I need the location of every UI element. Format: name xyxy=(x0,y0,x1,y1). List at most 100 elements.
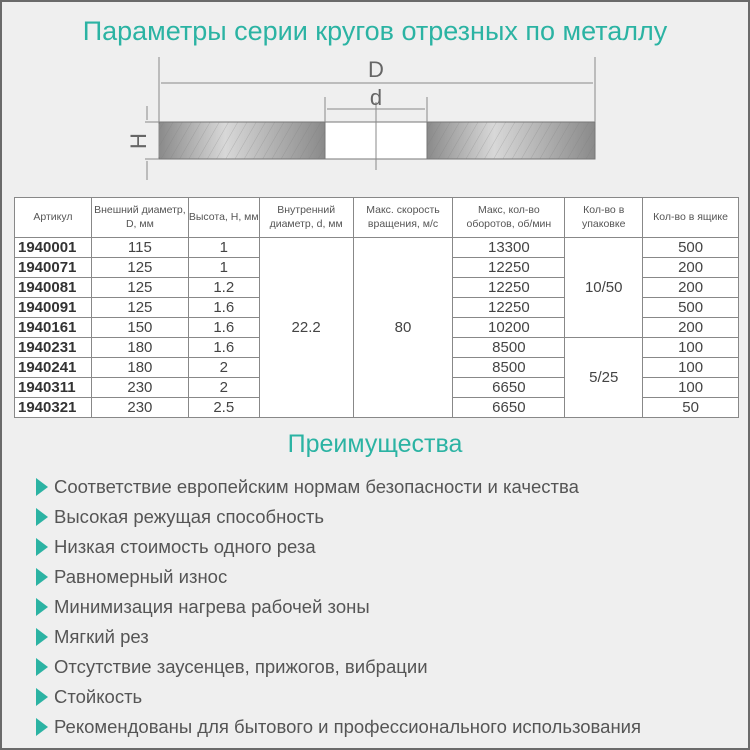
table-cell: 2.5 xyxy=(187,397,260,418)
bullet-triangle-icon xyxy=(36,718,48,736)
table-cell: 180 xyxy=(90,337,189,358)
table-cell: 180 xyxy=(90,357,189,378)
advantage-text: Стойкость xyxy=(54,686,143,707)
advantage-text: Соответствие европейским нормам безопасн… xyxy=(54,476,579,497)
col-header: Внутренний диаметр, d, мм xyxy=(258,197,354,238)
height-label: H xyxy=(126,133,151,149)
table-cell: 125 xyxy=(90,297,189,318)
table-cell: 1940241 xyxy=(14,357,92,378)
advantage-item: Рекомендованы для бытового и профессиона… xyxy=(36,712,641,742)
advantages-list: Соответствие европейским нормам безопасн… xyxy=(36,472,641,742)
table-cell: 200 xyxy=(642,257,739,278)
table-cell: 6650 xyxy=(452,397,566,418)
table-cell: 125 xyxy=(90,257,189,278)
table-cell: 200 xyxy=(642,317,739,338)
advantage-text: Минимизация нагрева рабочей зоны xyxy=(54,596,370,617)
table-cell: 500 xyxy=(642,237,739,258)
table-cell: 230 xyxy=(90,397,189,418)
table-row: 1940001 115 1 22.2 80 13300 10/50 500 xyxy=(14,237,739,418)
diameter-label: D xyxy=(368,57,384,82)
table-cell: 10/50 xyxy=(564,237,644,338)
advantage-text: Низкая стоимость одного реза xyxy=(54,536,316,557)
table-cell: 5/25 xyxy=(564,337,644,418)
bullet-triangle-icon xyxy=(36,598,48,616)
disc-diagram: D d H xyxy=(126,57,596,180)
col-header: Высота, Н, мм xyxy=(187,197,260,238)
bullet-triangle-icon xyxy=(36,538,48,556)
advantages-title: Преимущества xyxy=(287,430,463,458)
table-cell: 12250 xyxy=(452,257,566,278)
bullet-triangle-icon xyxy=(36,478,48,496)
bullet-triangle-icon xyxy=(36,658,48,676)
table-row: 1940241 180 2 8500 100 xyxy=(14,357,739,378)
table-row: 1940321 230 2.5 6650 50 xyxy=(14,397,739,418)
advantage-item: Соответствие европейским нормам безопасн… xyxy=(36,472,641,502)
table-row: 1940311 230 2 6650 100 xyxy=(14,377,739,398)
advantage-item: Низкая стоимость одного реза xyxy=(36,532,641,562)
table-cell: 200 xyxy=(642,277,739,298)
table-cell: 10200 xyxy=(452,317,566,338)
table-cell: 1.6 xyxy=(187,337,260,358)
table-cell: 1.6 xyxy=(187,317,260,338)
table-cell: 2 xyxy=(187,357,260,378)
col-header: Артикул xyxy=(14,197,92,238)
advantage-text: Равномерный износ xyxy=(54,566,228,587)
col-header: Кол-во в упаковке xyxy=(564,197,644,238)
bullet-triangle-icon xyxy=(36,508,48,526)
table-cell: 1 xyxy=(187,237,260,258)
col-header: Внешний диаметр, D, мм xyxy=(90,197,189,238)
table-cell: 50 xyxy=(642,397,739,418)
col-header: Макс, кол-во оборотов, об/мин xyxy=(452,197,566,238)
table-cell: 2 xyxy=(187,377,260,398)
advantage-item: Мягкий рез xyxy=(36,622,641,652)
table-cell: 230 xyxy=(90,377,189,398)
advantage-item: Отсутствие заусенцев, прижогов, вибрации xyxy=(36,652,641,682)
table-cell: 150 xyxy=(90,317,189,338)
table-cell: 80 xyxy=(352,237,454,418)
table-cell: 12250 xyxy=(452,277,566,298)
inner-diameter-label: d xyxy=(370,85,382,110)
table-cell: 500 xyxy=(642,297,739,318)
table-cell: 100 xyxy=(642,357,739,378)
advantage-text: Рекомендованы для бытового и профессиона… xyxy=(54,716,642,737)
table-cell: 1.2 xyxy=(187,277,260,298)
disc-section xyxy=(158,121,596,160)
table-cell: 13300 xyxy=(452,237,566,258)
advantage-item: Минимизация нагрева рабочей зоны xyxy=(36,592,641,622)
advantage-item: Высокая режущая способность xyxy=(36,502,641,532)
table-cell: 1940311 xyxy=(14,377,92,398)
table-cell: 8500 xyxy=(452,357,566,378)
table-row: 1940231 180 1.6 8500 5/25 100 xyxy=(14,337,739,418)
table-cell: 22.2 xyxy=(258,237,354,418)
table-row: 1940161 150 1.6 10200 200 xyxy=(14,317,739,338)
table-cell: 1940081 xyxy=(14,277,92,298)
advantage-text: Отсутствие заусенцев, прижогов, вибрации xyxy=(54,656,428,677)
page-title: Параметры серии кругов отрезных по метал… xyxy=(82,16,668,46)
bullet-triangle-icon xyxy=(36,568,48,586)
table-cell: 125 xyxy=(90,277,189,298)
table-header: Артикул Внешний диаметр, D, мм Высота, Н… xyxy=(14,197,739,238)
specs-table: Артикул Внешний диаметр, D, мм Высота, Н… xyxy=(14,197,739,418)
advantage-item: Стойкость xyxy=(36,682,641,712)
table-cell: 1940001 xyxy=(14,237,92,258)
table-cell: 8500 xyxy=(452,337,566,358)
advantage-item: Равномерный износ xyxy=(36,562,641,592)
table-cell: 100 xyxy=(642,377,739,398)
table-cell: 1940231 xyxy=(14,337,92,358)
table-cell: 115 xyxy=(90,237,189,258)
table-cell: 1 xyxy=(187,257,260,278)
table-cell: 1940321 xyxy=(14,397,92,418)
advantage-text: Высокая режущая способность xyxy=(54,506,324,527)
table-cell: 1.6 xyxy=(187,297,260,318)
table-cell: 100 xyxy=(642,337,739,358)
table-cell: 1940161 xyxy=(14,317,92,338)
table-cell: 1940091 xyxy=(14,297,92,318)
advantage-text: Мягкий рез xyxy=(54,626,149,647)
col-header: Кол-во в ящике xyxy=(642,197,739,238)
bullet-triangle-icon xyxy=(36,688,48,706)
col-header: Макс. скорость вращения, м/с xyxy=(352,197,454,238)
table-cell: 6650 xyxy=(452,377,566,398)
table-cell: 12250 xyxy=(452,297,566,318)
table-cell: 1940071 xyxy=(14,257,92,278)
bullet-triangle-icon xyxy=(36,628,48,646)
